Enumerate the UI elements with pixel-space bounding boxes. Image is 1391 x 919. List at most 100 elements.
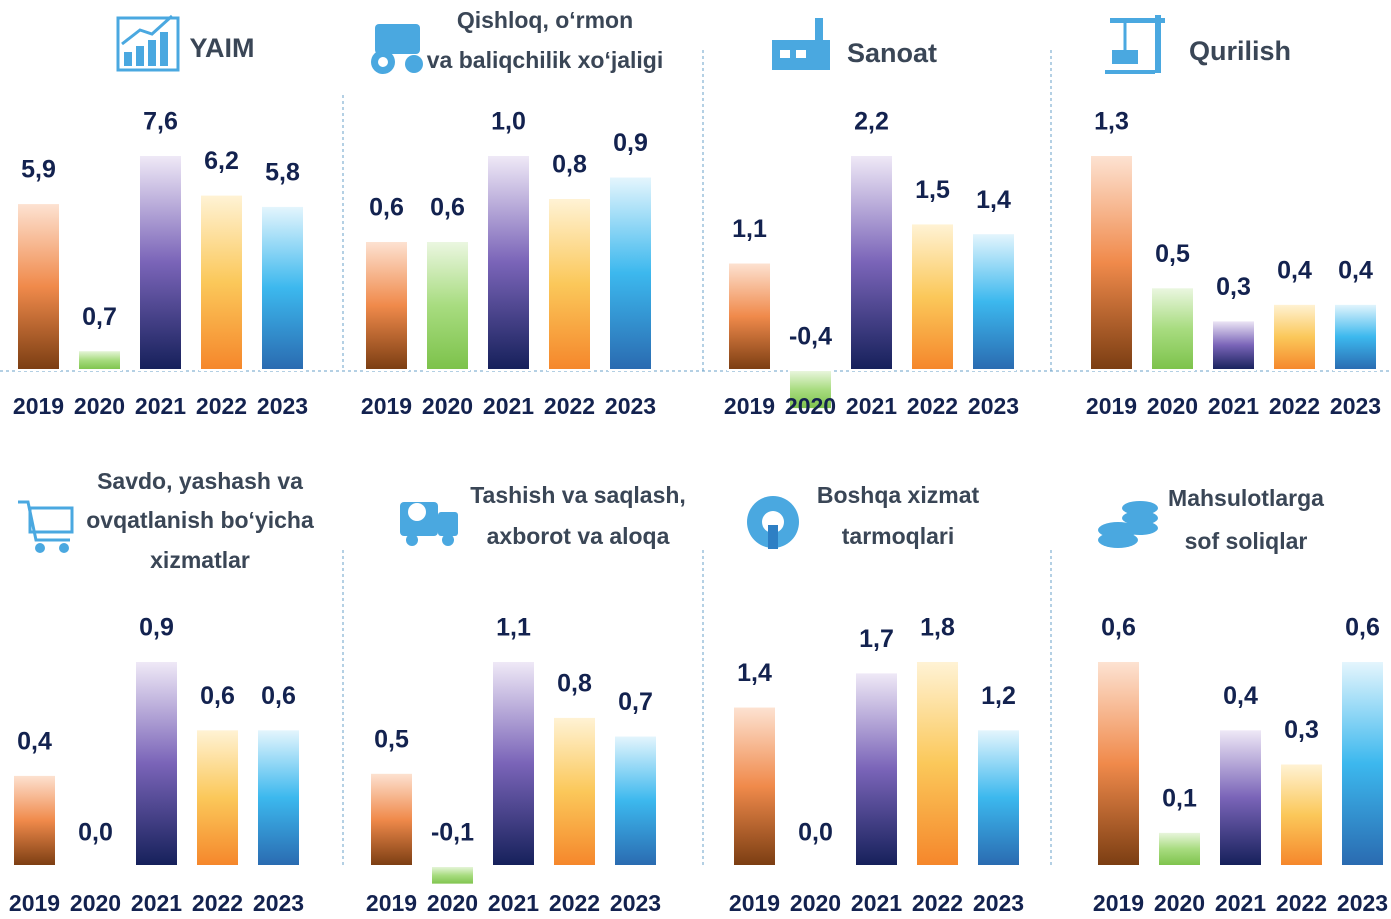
value-label: 0,5 — [1155, 240, 1190, 268]
bar — [486, 154, 531, 371]
value-label: 0,3 — [1216, 273, 1251, 301]
x-tick-label: 2022 — [1276, 890, 1327, 916]
x-tick-label: 2023 — [605, 393, 656, 419]
x-tick-label: 2020 — [785, 393, 836, 419]
x-tick-label: 2019 — [13, 393, 64, 419]
bar — [491, 660, 536, 867]
x-tick-label: 2023 — [973, 890, 1024, 916]
bar — [1150, 286, 1195, 371]
x-tick-label: 2019 — [729, 890, 780, 916]
bar — [16, 202, 61, 371]
value-label: 0,1 — [1162, 784, 1197, 812]
x-tick-label: 2023 — [257, 393, 308, 419]
bar — [199, 193, 244, 371]
panel: Qishloq, o‘rmon va baliqchilik xo‘jaligi 0… — [361, 7, 663, 419]
value-label: -0,4 — [789, 323, 832, 351]
value-label: 2,2 — [854, 108, 889, 136]
panel-title: Qishloq, o‘rmon — [457, 7, 633, 33]
icon-gear — [747, 496, 799, 549]
panel: Tashish va saqlash, axborot va aloqa 0,5 20… — [366, 482, 686, 916]
value-label: 0,7 — [82, 303, 117, 331]
panel-title: Qurilish — [1189, 36, 1291, 66]
x-tick-label: 2023 — [610, 890, 661, 916]
value-label: 0,9 — [139, 614, 174, 642]
bar — [971, 232, 1016, 371]
bar — [430, 865, 475, 886]
bar — [976, 728, 1021, 867]
value-label: 1,8 — [920, 614, 955, 642]
x-tick-label: 2019 — [361, 393, 412, 419]
x-tick-label: 2021 — [131, 890, 182, 916]
value-label: 1,2 — [981, 682, 1016, 710]
panel: Boshqa xizmat tarmoqlari 1,4 2019 0,0 2020 1,7… — [729, 482, 1024, 916]
value-label: 0,8 — [552, 151, 587, 179]
value-label: 1,4 — [737, 659, 772, 687]
x-tick-label: 2022 — [912, 890, 963, 916]
value-label: 1,1 — [732, 215, 767, 243]
x-tick-label: 2022 — [544, 393, 595, 419]
value-label: 0,9 — [613, 129, 648, 157]
value-label: 7,6 — [143, 108, 178, 136]
value-label: 1,3 — [1094, 108, 1129, 136]
x-tick-label: 2023 — [1337, 890, 1388, 916]
bar — [1096, 660, 1141, 867]
panel-title: sof soliqlar — [1185, 528, 1308, 554]
bar — [727, 261, 772, 371]
value-label: 0,6 — [369, 194, 404, 222]
panel: Qurilish 1,3 2019 0,5 2020 0,3 2021 0,4 2022 0,4 2… — [1086, 36, 1381, 419]
bar — [1279, 762, 1324, 867]
x-tick-label: 2021 — [483, 393, 534, 419]
x-tick-label: 2021 — [1208, 393, 1259, 419]
x-tick-label: 2020 — [1147, 393, 1198, 419]
x-tick-label: 2019 — [1086, 393, 1137, 419]
value-label: 0,6 — [200, 682, 235, 710]
panel-title: axborot va aloqa — [487, 523, 670, 549]
value-label: 0,3 — [1284, 716, 1319, 744]
bar — [849, 154, 894, 371]
value-label: 5,8 — [265, 159, 300, 187]
x-tick-label: 2020 — [790, 890, 841, 916]
bar — [547, 197, 592, 371]
value-label: 0,0 — [78, 819, 113, 847]
value-label: 0,5 — [374, 725, 409, 753]
panel: Savdo, yashash va ovqatlanish bo‘yicha xiz… — [9, 468, 314, 916]
bar — [12, 773, 57, 868]
x-tick-label: 2020 — [70, 890, 121, 916]
x-tick-label: 2019 — [9, 890, 60, 916]
x-tick-label: 2019 — [724, 393, 775, 419]
x-tick-label: 2019 — [1093, 890, 1144, 916]
x-tick-label: 2022 — [907, 393, 958, 419]
x-tick-label: 2021 — [488, 890, 539, 916]
icons — [18, 14, 1165, 553]
panel-title: YAIM — [189, 33, 254, 63]
bar — [256, 728, 301, 867]
panel: Sanoat 1,1 2019 -0,4 2020 2,2 2021 1,5 2022 1,4 20… — [724, 38, 1019, 419]
bar — [425, 240, 470, 371]
x-tick-label: 2022 — [549, 890, 600, 916]
icon-coins — [1098, 501, 1158, 548]
bar — [1333, 302, 1378, 372]
value-label: 1,1 — [496, 614, 531, 642]
bar — [910, 222, 955, 371]
value-label: 0,4 — [1277, 256, 1312, 284]
bar — [77, 349, 122, 371]
x-tick-label: 2021 — [846, 393, 897, 419]
panel: YAIM 5,9 2019 0,7 2020 7,6 2021 6,2 2022 5,8 2023 — [13, 33, 308, 419]
icon-tractor — [371, 24, 423, 74]
value-label: 1,5 — [915, 176, 950, 204]
panel: Mahsulotlarga sof soliqlar 0,6 2019 0,1 2020 0… — [1093, 485, 1388, 916]
x-tick-label: 2019 — [366, 890, 417, 916]
panel-title: xizmatlar — [150, 547, 250, 573]
bar — [260, 204, 305, 371]
x-tick-label: 2021 — [1215, 890, 1266, 916]
bar — [854, 671, 899, 868]
bar — [138, 154, 183, 371]
bar — [1089, 154, 1134, 371]
x-tick-label: 2022 — [192, 890, 243, 916]
x-tick-label: 2020 — [427, 890, 478, 916]
bar — [1211, 319, 1256, 371]
x-tick-label: 2023 — [968, 393, 1019, 419]
value-label: 0,6 — [1101, 614, 1136, 642]
panel-title: tarmoqlari — [842, 523, 954, 549]
value-label: 0,4 — [1338, 256, 1373, 284]
